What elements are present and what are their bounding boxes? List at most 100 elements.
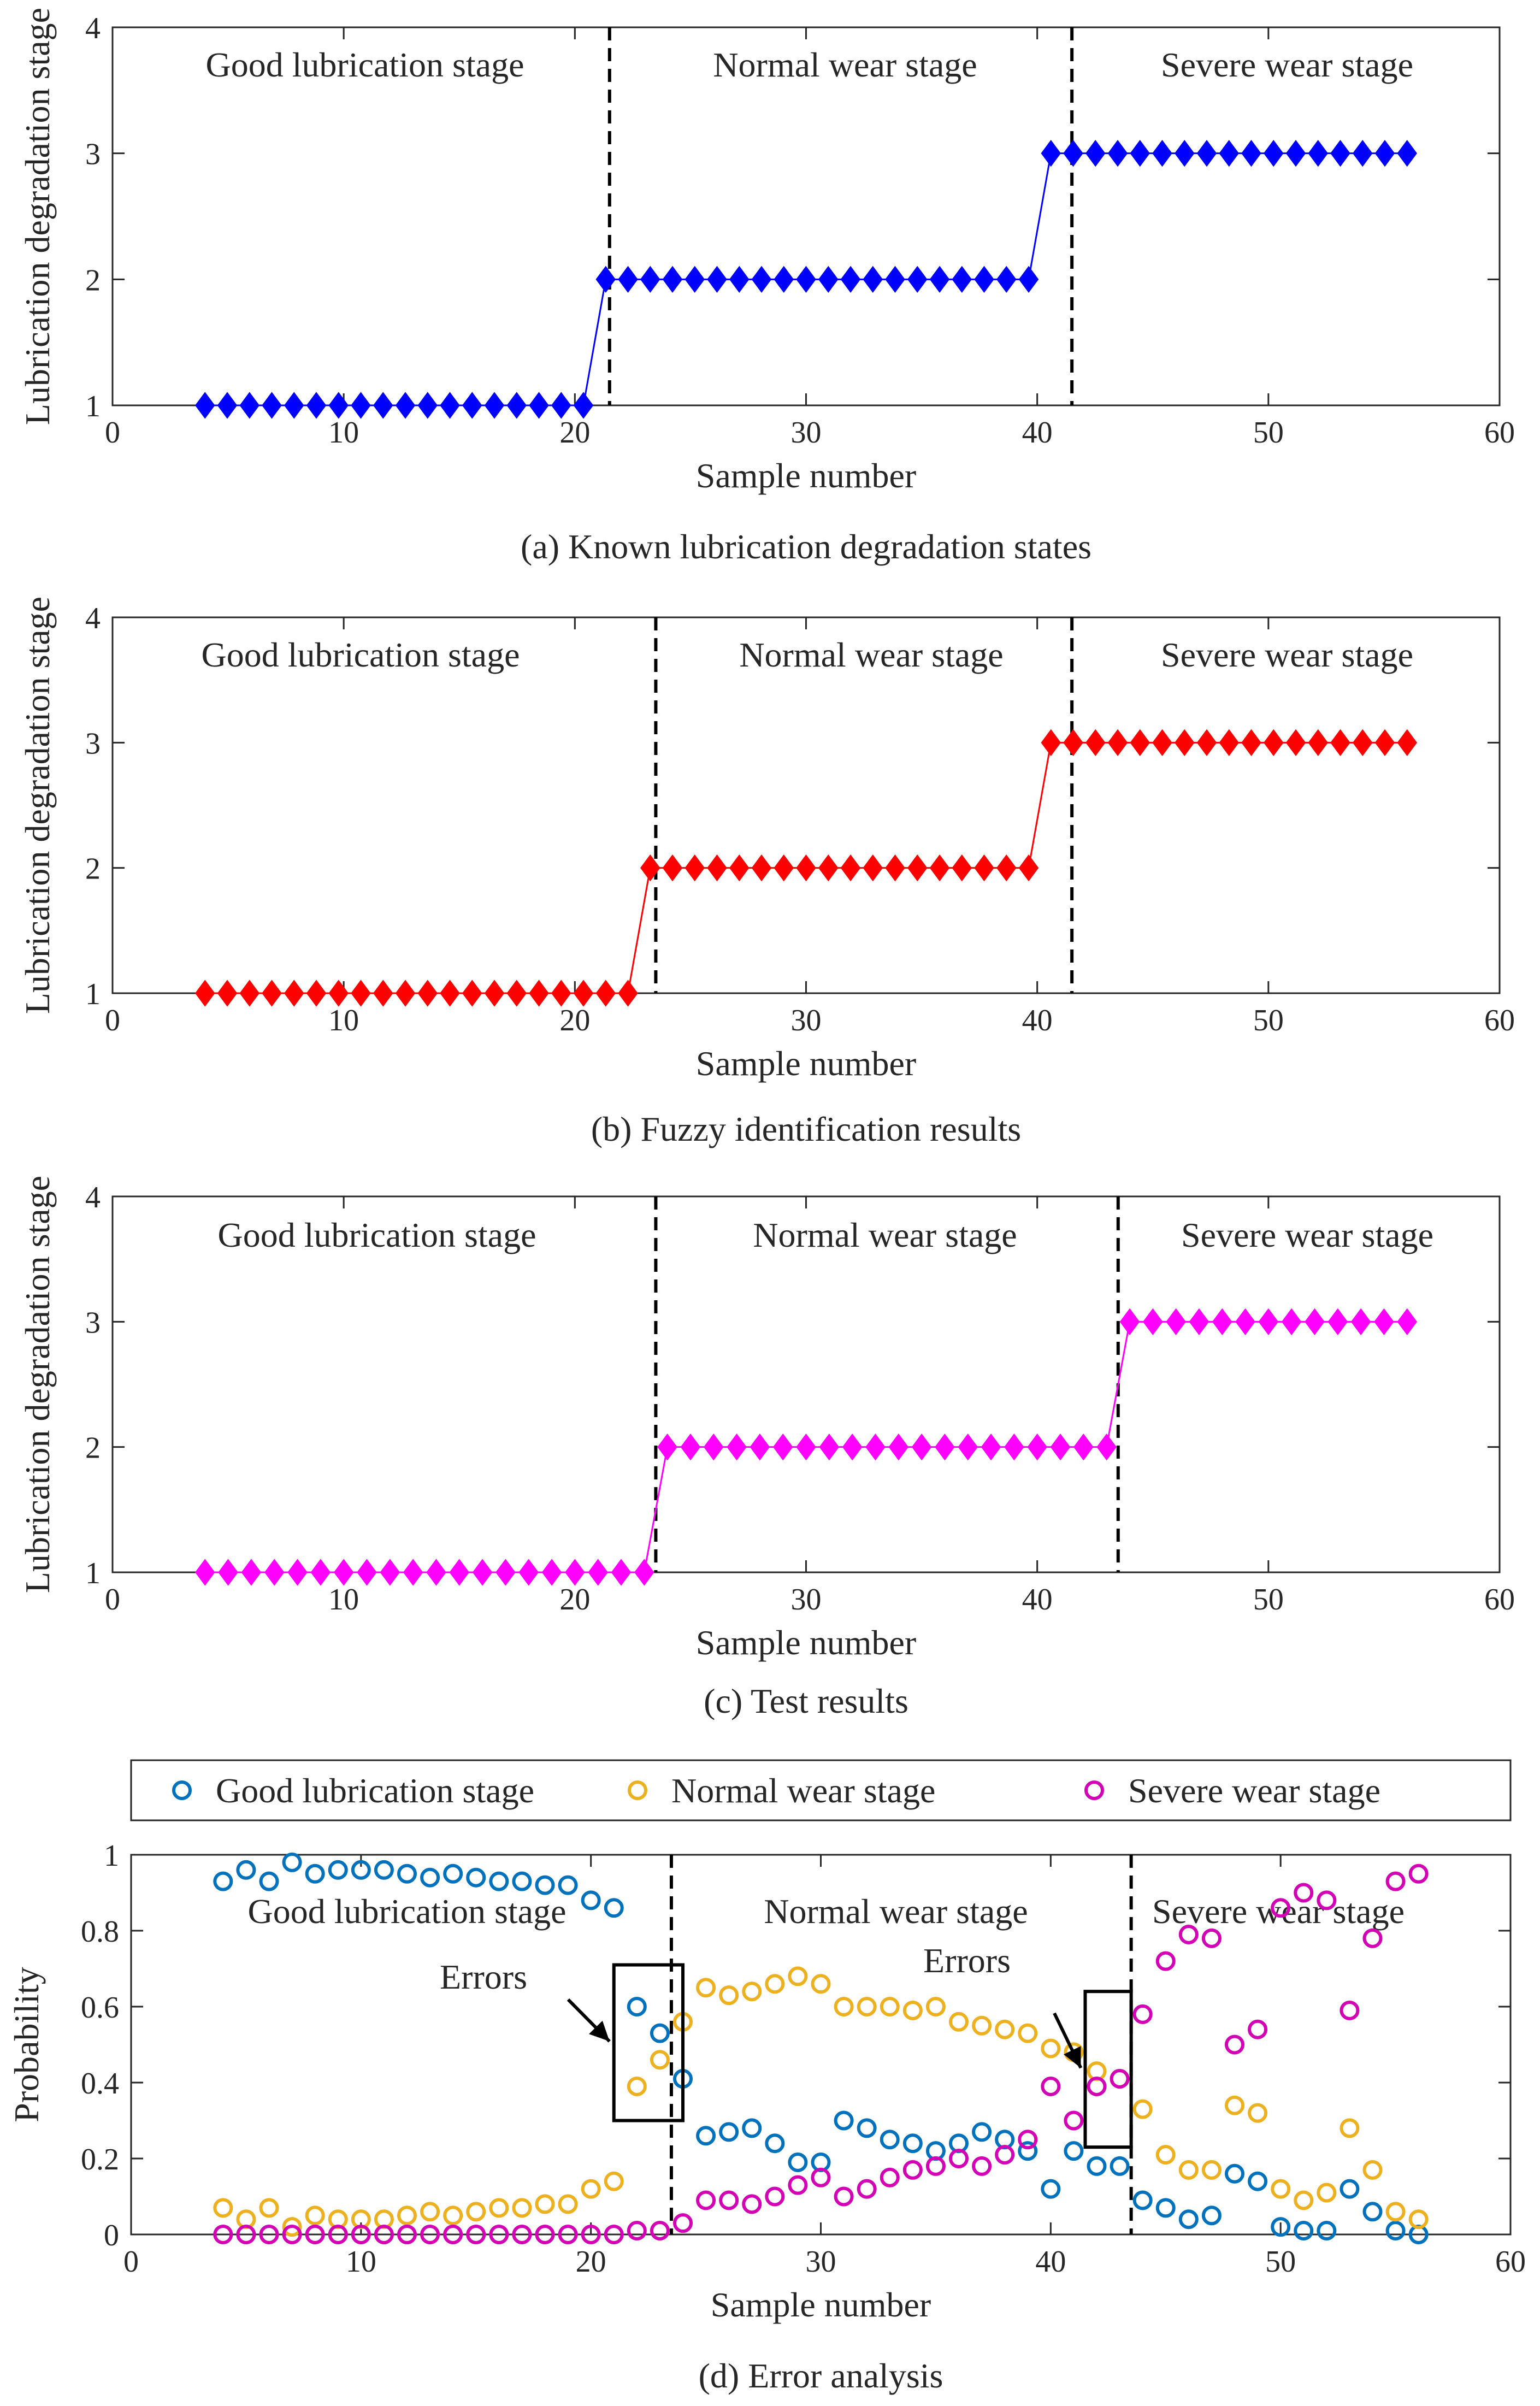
plot-2-data-point: [865, 1434, 886, 1461]
plot-0-data-point: [551, 392, 571, 419]
plot-3-error-label: Errors: [923, 1941, 1011, 1980]
plot-3-series-1-point: [719, 1985, 739, 2006]
plot-3-series-1-point: [1271, 2179, 1291, 2199]
legend-label-1: Normal wear stage: [671, 1771, 935, 1810]
plot-1-data-point: [284, 980, 304, 1007]
plot-1-data-point: [1263, 729, 1284, 756]
plot-3-xtick-label: 10: [346, 2245, 376, 2279]
plot-3-series-1-point: [627, 2076, 647, 2096]
plot-3-series-1-point: [925, 1997, 946, 2016]
plot-0-data-point: [929, 266, 950, 293]
plot-3-error-box: [612, 1963, 685, 2122]
legend-marker-1: [628, 1780, 647, 1800]
plot-3-series-2-point: [581, 2225, 601, 2244]
plot-3-series-0-point: [742, 2118, 762, 2138]
plot-1-data-point: [440, 980, 460, 1007]
plot-0-data-point: [840, 266, 861, 293]
plot-0-data-point: [1063, 140, 1083, 167]
plot-3-error-arrowhead: [1064, 2046, 1081, 2068]
plot-0-xtick-label: 0: [105, 416, 120, 450]
plot-1-ytick-label: 3: [85, 727, 101, 760]
plot-0-data-point: [1285, 140, 1306, 167]
plot-3-series-1-point: [604, 2171, 624, 2191]
plot-3-series-2-point: [213, 2225, 233, 2244]
plot-3-series-2-point: [742, 2194, 762, 2214]
plot-1-data-point: [618, 980, 638, 1007]
plot-3-series-0-point: [1178, 2209, 1199, 2230]
plot-3-series-0-point: [627, 1997, 647, 2016]
plot-2-data-point: [1258, 1308, 1279, 1335]
plot-0-data-point: [1085, 140, 1106, 167]
plot-3-series-1-point: [305, 2206, 325, 2226]
plot-3-series-0-point: [397, 1864, 417, 1884]
plot-3-series-0-point: [535, 1875, 555, 1895]
plot-1-data-point: [885, 854, 905, 882]
plot-2-data-point: [264, 1559, 285, 1586]
plot-3-series-0-point: [1271, 2217, 1291, 2237]
plot-2-data-point: [750, 1434, 770, 1461]
plot-3-series-2-point: [811, 2167, 831, 2187]
plot-3-series-1-point: [1385, 2202, 1406, 2222]
plot-0-data-point: [1263, 140, 1284, 167]
plot-1-data-point: [1374, 729, 1395, 756]
plot-2-data-point: [611, 1559, 632, 1586]
plot-2-xtick-label: 30: [791, 1583, 822, 1617]
plot-1-data-point: [1397, 729, 1417, 756]
plot-2-data-point: [819, 1434, 840, 1461]
plot-3-series-0-point: [351, 1860, 371, 1880]
plot-0-data-point: [573, 392, 594, 419]
plot-1-data-point: [462, 980, 482, 1007]
plot-3-series-1-point: [1132, 2099, 1153, 2119]
plot-1-data-point: [818, 854, 839, 882]
plot-1-xtick-label: 30: [791, 1004, 822, 1037]
plot-3-error-box: [1083, 1990, 1133, 2149]
plot-1-data-point: [1018, 854, 1039, 882]
plot-3-ytick-label: 0.6: [81, 1991, 119, 2025]
plot-3-series-2-point: [1225, 2035, 1244, 2055]
plot-3-series-0-point: [788, 2152, 808, 2172]
plot-3-series-2-point: [535, 2225, 555, 2244]
plot-3-series-0-point: [1340, 2179, 1360, 2199]
plot-3-ytick-label: 0.4: [81, 2067, 119, 2101]
plot-2-data-point: [565, 1559, 585, 1586]
plot-2-data-point: [357, 1559, 377, 1586]
plot-0-data-point: [685, 266, 705, 293]
plot-1-data-point: [262, 980, 282, 1007]
plot-3-series-0-point: [1294, 2221, 1314, 2241]
plot-2-stage-label: Good lubrication stage: [218, 1216, 536, 1254]
plot-2-data-point: [657, 1434, 677, 1461]
plot-2-data-point: [1050, 1434, 1071, 1461]
plot-0-xtick-label: 30: [791, 416, 822, 450]
legend-box: [130, 1759, 1512, 1821]
plot-1-data-point: [373, 980, 393, 1007]
plot-1-xlabel: Sample number: [696, 1044, 916, 1083]
plot-3-series-1-point: [489, 2198, 509, 2218]
plot-0-data-point: [1352, 140, 1373, 167]
plot-3-series-2-point: [673, 2213, 693, 2233]
plot-2-data-point: [1143, 1308, 1163, 1335]
plot-0-data-point: [729, 266, 750, 293]
plot-1-data-point: [573, 980, 594, 1007]
plot-2-data-point: [911, 1434, 932, 1461]
plot-3-series-2-point: [834, 2186, 854, 2207]
plot-3-series-0-point: [443, 1864, 463, 1884]
plot-1-data-point: [685, 854, 705, 882]
plot-3-xtick-label: 50: [1265, 2245, 1296, 2279]
plot-0-data-point: [529, 392, 549, 419]
plot-2-data-point: [1235, 1308, 1255, 1335]
plot-1-data-point: [929, 854, 950, 882]
plot-3-series-1-point: [259, 2198, 279, 2218]
plot-1-data-point: [1063, 729, 1083, 756]
plot-3-series-0-point: [696, 2126, 716, 2146]
plot-3-series-2-point: [236, 2225, 256, 2244]
plot-2-data-point: [1166, 1308, 1186, 1335]
plot-1-xtick-label: 60: [1484, 1004, 1515, 1037]
plot-2-data-point: [449, 1559, 469, 1586]
plot-3-series-2-point: [627, 2221, 647, 2241]
plot-1-xtick-label: 20: [559, 1004, 590, 1037]
plot-1-data-point: [395, 980, 416, 1007]
plot-0-data-point: [1196, 140, 1217, 167]
plot-0-data-point: [751, 266, 772, 293]
plot-1-data-point: [484, 980, 505, 1007]
plot-3-series-2-point: [604, 2225, 624, 2244]
